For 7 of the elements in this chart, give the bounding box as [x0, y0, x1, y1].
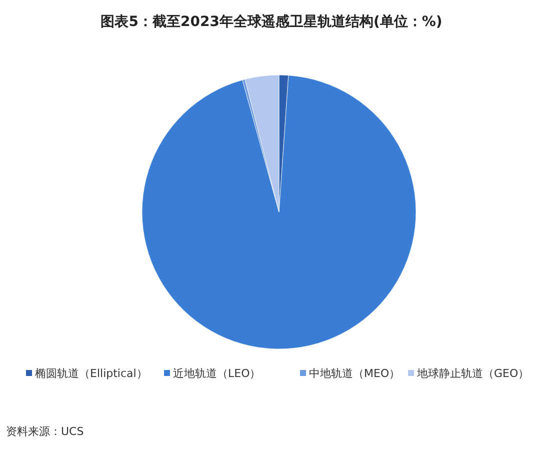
chart-title: 图表5：截至2023年全球遥感卫星轨道结构(单位：%)	[100, 13, 442, 30]
legend-label: 椭圆轨道（Elliptical）	[35, 367, 148, 380]
text: 资料来源：UCS	[6, 425, 84, 438]
pie-slice	[142, 75, 416, 350]
legend-label: 地球静止轨道（GEO）	[416, 367, 530, 380]
legend-label: 中地轨道（MEO）	[309, 367, 400, 380]
legend-label: 近地轨道（LEO）	[173, 367, 261, 380]
